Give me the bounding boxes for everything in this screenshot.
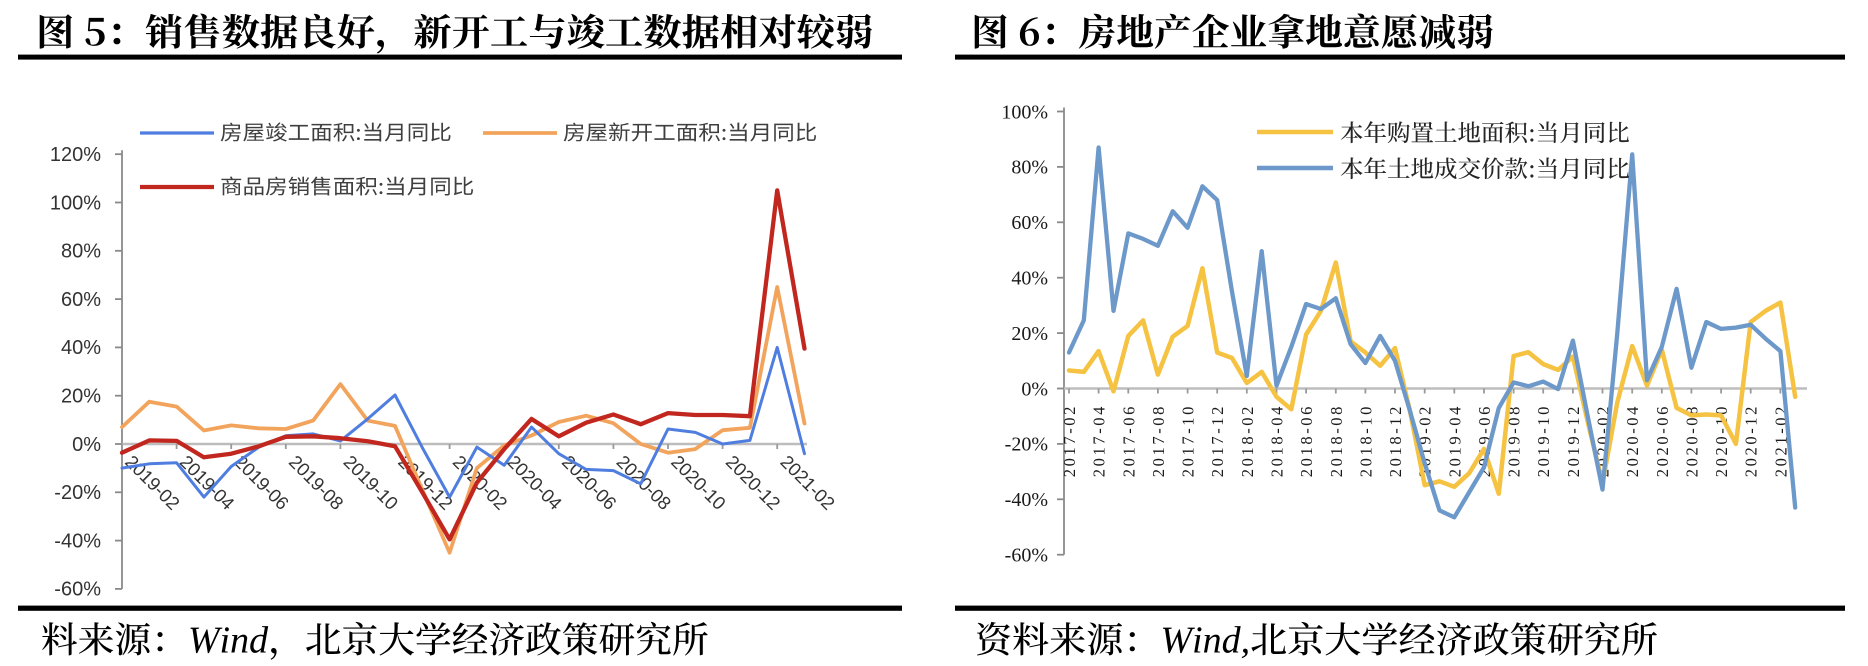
svg-text:120%: 120% [50,144,101,166]
svg-text:2017-10: 2017-10 [1179,404,1198,477]
svg-text:2020-04: 2020-04 [1623,404,1642,477]
svg-text:20%: 20% [1011,323,1048,345]
svg-text:2020-12: 2020-12 [1742,404,1761,477]
svg-text:40%: 40% [61,337,101,359]
svg-text:2018-12: 2018-12 [1386,404,1405,477]
svg-text:2018-02: 2018-02 [1238,404,1257,477]
svg-text:100%: 100% [50,192,101,214]
svg-text:-40%: -40% [1005,489,1048,511]
svg-text:-60%: -60% [1005,545,1048,567]
svg-text:0%: 0% [1021,378,1048,400]
svg-text:-20%: -20% [1005,434,1048,456]
svg-text:2017-06: 2017-06 [1119,404,1138,477]
svg-text:100%: 100% [1001,101,1048,123]
svg-text:2017-04: 2017-04 [1090,404,1109,477]
svg-text:2019-04: 2019-04 [1445,404,1464,477]
svg-text:2017-08: 2017-08 [1149,404,1168,477]
svg-text:-60%: -60% [54,579,101,601]
svg-text:2018-04: 2018-04 [1268,404,1287,477]
svg-text:2018-10: 2018-10 [1356,404,1375,477]
svg-text:2018-06: 2018-06 [1297,404,1316,477]
svg-text:-40%: -40% [54,530,101,552]
svg-text:60%: 60% [61,289,101,311]
svg-text:0%: 0% [72,434,101,456]
svg-text:40%: 40% [1011,268,1048,290]
svg-text:20%: 20% [61,386,101,408]
svg-text:-20%: -20% [54,482,101,504]
svg-text:2018-08: 2018-08 [1327,404,1346,477]
svg-text:2019-10: 2019-10 [1534,404,1553,477]
svg-text:2017-12: 2017-12 [1208,404,1227,477]
svg-text:2020-06: 2020-06 [1653,404,1672,477]
svg-text:2019-08: 2019-08 [1505,404,1524,477]
svg-text:2020-08: 2020-08 [1682,404,1701,477]
svg-text:80%: 80% [61,241,101,263]
svg-text:2019-12: 2019-12 [1564,404,1583,477]
svg-text:2017-02: 2017-02 [1060,404,1079,477]
svg-text:80%: 80% [1011,157,1048,179]
svg-text:60%: 60% [1011,212,1048,234]
